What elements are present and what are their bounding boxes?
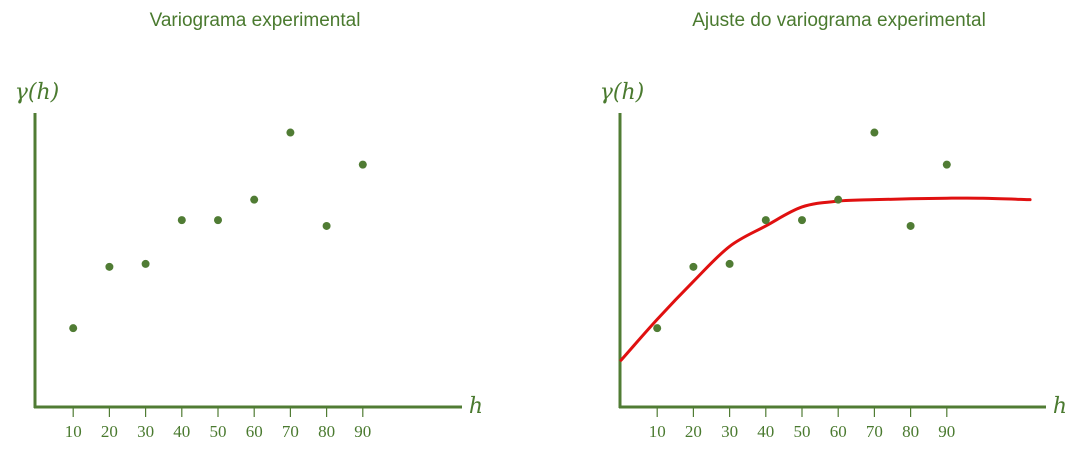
data-point	[870, 128, 879, 137]
x-tick-label: 90	[354, 422, 371, 441]
chart-title: Variograma experimental	[150, 10, 361, 31]
data-point	[141, 259, 150, 268]
fitted-variogram-curve	[619, 196, 1032, 362]
x-tick-label: 90	[938, 422, 955, 441]
x-tick-label: 20	[685, 422, 702, 441]
x-axis-label: h	[1053, 394, 1067, 419]
chart-title: Ajuste do variograma experimental	[692, 10, 986, 31]
x-tick-label: 10	[65, 422, 82, 441]
data-point	[286, 128, 295, 137]
data-point	[942, 160, 951, 169]
x-tick-label: 60	[830, 422, 847, 441]
data-point	[906, 221, 915, 230]
x-tick-label: 70	[866, 422, 883, 441]
x-tick-label: 50	[794, 422, 811, 441]
data-point	[177, 216, 186, 225]
x-tick-label: 40	[757, 422, 774, 441]
x-tick-label: 30	[137, 422, 154, 441]
x-tick-label: 30	[721, 422, 738, 441]
data-point	[322, 221, 331, 230]
data-point	[105, 262, 114, 271]
x-tick-label: 50	[210, 422, 227, 441]
data-point	[250, 195, 259, 204]
x-tick-label: 60	[246, 422, 263, 441]
data-point	[761, 216, 770, 225]
x-tick-label: 80	[902, 422, 919, 441]
x-tick-label: 80	[318, 422, 335, 441]
data-point	[69, 324, 78, 333]
data-point	[798, 216, 806, 225]
y-axis-label: γ(h)	[600, 80, 644, 105]
data-point	[214, 216, 222, 225]
y-axis-label: γ(h)	[15, 80, 59, 105]
data-point	[834, 195, 843, 204]
x-axis-label: h	[469, 394, 483, 419]
x-tick-label: 20	[101, 422, 118, 441]
data-point	[358, 160, 367, 169]
x-tick-label: 10	[649, 422, 666, 441]
x-tick-label: 40	[173, 422, 190, 441]
x-tick-label: 70	[282, 422, 299, 441]
data-point	[689, 262, 698, 271]
data-point	[653, 324, 662, 333]
data-point	[725, 259, 734, 268]
